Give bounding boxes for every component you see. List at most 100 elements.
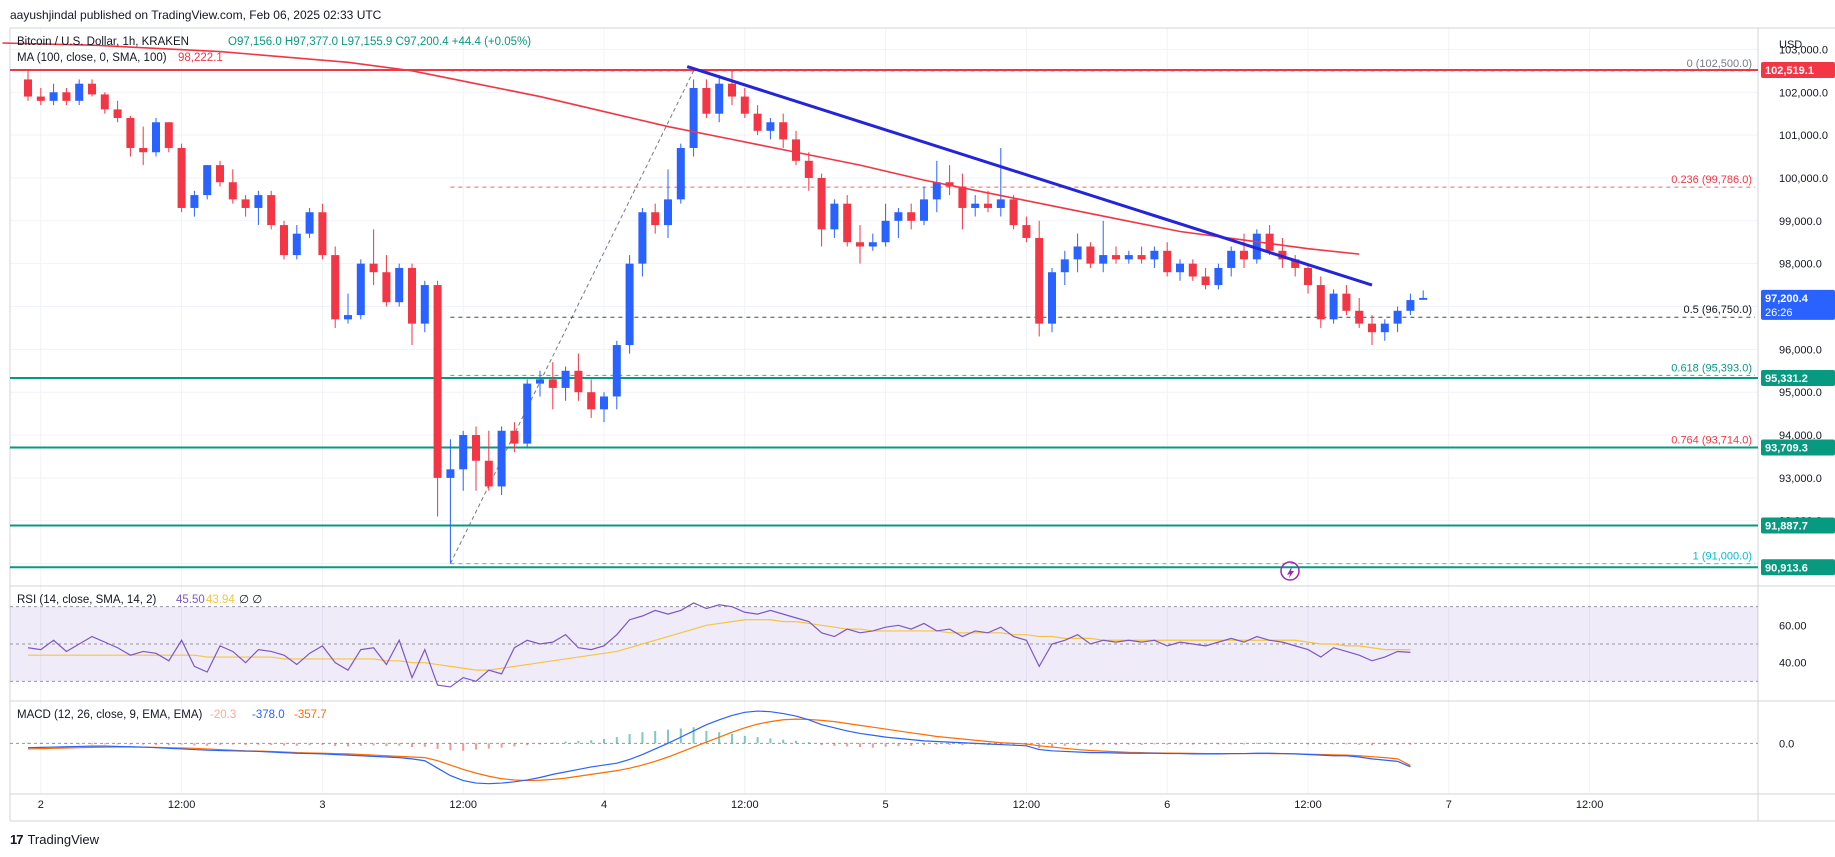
candle-body: [1342, 293, 1351, 311]
price-badge-bg: [1761, 289, 1835, 320]
candle: [292, 225, 301, 260]
candle-body: [126, 117, 135, 148]
macd-histogram-bar: [859, 743, 861, 748]
macd-histogram-bar: [871, 743, 874, 748]
candle-body: [1291, 259, 1300, 268]
candle: [868, 233, 877, 251]
candle-body: [676, 147, 685, 200]
candle-body: [152, 122, 160, 153]
macd-histogram-bar: [1179, 743, 1181, 745]
fibonacci-retracement: 0 (102,500.0) 0.236 (99,786.0) 0.5 (96,750…: [449, 58, 1755, 565]
candle: [638, 207, 647, 277]
replay-icon-ring: [1280, 561, 1300, 581]
candle-body: [216, 165, 224, 183]
candle-body: [792, 139, 800, 161]
candle: [497, 426, 506, 496]
macd-histogram-bar: [577, 740, 580, 744]
macd-histogram-bar: [897, 743, 900, 747]
candle-body: [241, 199, 250, 208]
macd-histogram-bar: [1294, 743, 1297, 745]
macd-histogram-bar: [539, 743, 541, 745]
candles: [24, 70, 1428, 564]
price-badge-bg: [1761, 559, 1835, 576]
currency-label: USD: [1779, 39, 1802, 51]
chart-area[interactable]: 0 (102,500.0) 0.236 (99,786.0) 0.5 (96,750…: [0, 0, 1835, 830]
candle-body: [779, 122, 788, 140]
macd-histogram-bar: [167, 743, 170, 746]
candle: [280, 220, 288, 260]
price-badge-bg: [1761, 62, 1835, 79]
candle-body: [996, 199, 1005, 208]
macd-histogram-bar: [769, 738, 772, 744]
price-axis: 103,000.0 102,000.0 101,000.0 100,000.0 99,0…: [1761, 39, 1835, 576]
candle-body: [1188, 263, 1197, 277]
price-badge: 95,331.2: [1761, 370, 1835, 387]
candle-body: [254, 195, 263, 208]
candle: [164, 122, 173, 153]
macd-histogram-bar: [500, 743, 503, 748]
macd-histogram-bar: [475, 743, 477, 750]
candle: [408, 263, 416, 346]
symbol-title: Bitcoin / U.S. Dollar, 1h, KRAKEN: [17, 36, 189, 48]
footer-brand[interactable]: 17 TradingView: [10, 832, 99, 847]
candle: [817, 173, 826, 247]
candle-body: [484, 460, 493, 487]
macd-histogram-bar: [283, 743, 285, 746]
macd-pane: 0.0 MACD (12, 26, close, 9, EMA, EMA) -20.…: [10, 709, 1794, 785]
candle-body: [1265, 233, 1274, 251]
candle-body: [420, 285, 429, 324]
candle: [1329, 289, 1338, 324]
candle-body: [945, 182, 954, 187]
tradingview-logo-icon: 17: [10, 832, 24, 847]
candle: [766, 117, 775, 140]
rsi-legend-label: RSI (14, close, SMA, 14, 2): [17, 594, 157, 606]
candle: [932, 160, 941, 213]
rsi-legend-extra: ∅ ∅: [239, 594, 262, 606]
macd-histogram-bar: [436, 743, 439, 749]
candle-body: [638, 212, 647, 264]
candle: [907, 203, 916, 230]
price-badge: 90,913.6: [1761, 559, 1835, 576]
macd-histogram-bar: [193, 743, 196, 746]
candle-body: [1124, 255, 1133, 260]
candle: [958, 173, 967, 230]
candle: [100, 92, 109, 114]
macd-histogram-bar: [116, 743, 119, 745]
macd-histogram-bar: [321, 743, 324, 745]
macd-histogram-bar: [615, 737, 618, 744]
candle: [24, 70, 32, 101]
candle: [600, 392, 608, 423]
macd-histogram-bar: [1191, 743, 1194, 745]
macd-histogram-bar: [244, 743, 247, 746]
candle-body: [1329, 293, 1338, 320]
candle: [881, 203, 890, 247]
macd-histogram-bar: [257, 743, 260, 745]
candle: [1304, 263, 1312, 294]
macd-legend-value: -378.0: [252, 709, 285, 721]
macd-histogram-bar: [398, 743, 401, 746]
candle-body: [292, 233, 301, 256]
candle-body: [1137, 255, 1146, 260]
candle: [267, 190, 276, 230]
candle: [792, 130, 800, 166]
candle-body: [868, 242, 877, 247]
price-badge: 93,709.3: [1761, 439, 1835, 456]
candle: [945, 165, 954, 196]
candle: [753, 105, 762, 136]
macd-histogram-bar: [667, 729, 669, 744]
candle-body: [433, 285, 442, 478]
price-badge: 102,519.1: [1761, 62, 1835, 79]
macd-histogram-bar: [462, 743, 465, 751]
candle: [894, 207, 903, 238]
candle: [1291, 255, 1300, 277]
price-badge-bg: [1761, 439, 1835, 456]
candle: [139, 126, 148, 166]
time-tick-label: 7: [1446, 799, 1452, 811]
macd-histogram-bar: [1012, 743, 1015, 746]
candle-body: [49, 92, 58, 101]
candle: [1009, 195, 1018, 230]
macd-histogram-bar: [1102, 743, 1105, 745]
macd-histogram-bar: [142, 743, 145, 745]
candle-body: [907, 212, 916, 221]
candle: [1316, 276, 1325, 328]
